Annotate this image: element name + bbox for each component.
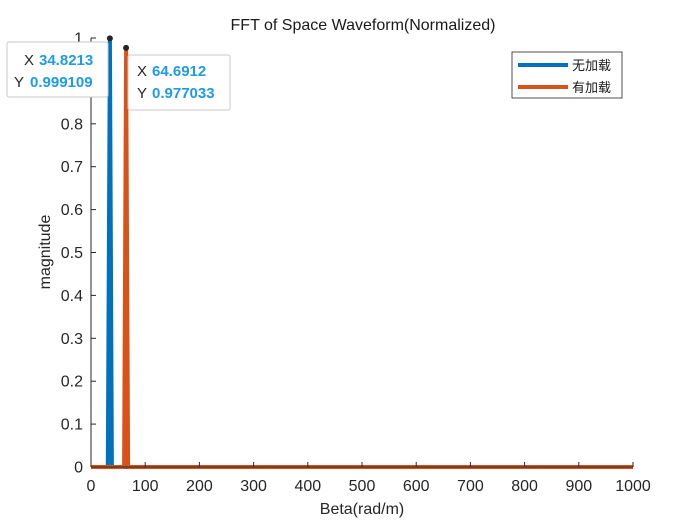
x-tick-label: 300: [240, 478, 267, 495]
x-tick-label: 700: [457, 478, 484, 495]
datatip-marker-0: [106, 35, 113, 42]
x-axis-title: Beta(rad/m): [320, 501, 404, 518]
datatip-1-y-key: Y: [137, 85, 147, 102]
x-tick-label: 100: [132, 478, 159, 495]
y-tick-label: 0.5: [61, 245, 83, 262]
chart-title: FFT of Space Waveform(Normalized): [231, 17, 496, 34]
legend: 无加载 有加载: [511, 51, 623, 99]
y-tick-label: 0.7: [61, 159, 83, 176]
x-tick-label: 500: [349, 478, 376, 495]
datatip-0-y-value: 0.999109: [30, 74, 93, 91]
x-tick-label: 1000: [615, 478, 651, 495]
x-tick-label: 0: [87, 478, 96, 495]
datatip-0-x-value: 34.8213: [39, 52, 93, 69]
x-tick-label: 600: [403, 478, 430, 495]
x-tick-label: 400: [294, 478, 321, 495]
x-tick-label: 800: [511, 478, 538, 495]
datatip-1-x-key: X: [137, 63, 147, 80]
datatip-series-0[interactable]: X 34.8213 Y 0.999109: [6, 41, 109, 98]
y-tick-label: 0.3: [61, 331, 83, 348]
datatip-1-box: [127, 54, 231, 111]
legend-label-series-0: 无加载: [572, 59, 611, 74]
datatip-marker-1: [123, 44, 130, 51]
y-tick-label: 0.8: [61, 116, 83, 133]
x-tick-label: 900: [565, 478, 592, 495]
datatip-1-x-value: 64.6912: [152, 63, 206, 80]
datatip-markers: [106, 35, 130, 51]
y-tick-label: 0.4: [61, 288, 83, 305]
y-tick-label: 0.1: [61, 417, 83, 434]
y-axis-title: magnitude: [37, 215, 54, 290]
y-tick-label: 0: [74, 460, 83, 477]
datatip-0-x-key: X: [24, 52, 34, 69]
datatip-1-y-value: 0.977033: [152, 85, 215, 102]
datatip-0-box: [6, 41, 109, 98]
y-tick-label: 0.2: [61, 374, 83, 391]
datatip-series-1[interactable]: X 64.6912 Y 0.977033: [127, 54, 231, 111]
datatip-0-y-key: Y: [14, 74, 24, 91]
legend-label-series-1: 有加载: [572, 81, 611, 96]
legend-box: [511, 51, 623, 99]
ticks-layer: 0 100 200 300 400 500 600 700 800 900 1000 0 0.1 0.2 0…: [61, 31, 651, 496]
x-tick-label: 200: [186, 478, 213, 495]
y-tick-label: 1: [74, 31, 83, 48]
y-tick-label: 0.6: [61, 202, 83, 219]
